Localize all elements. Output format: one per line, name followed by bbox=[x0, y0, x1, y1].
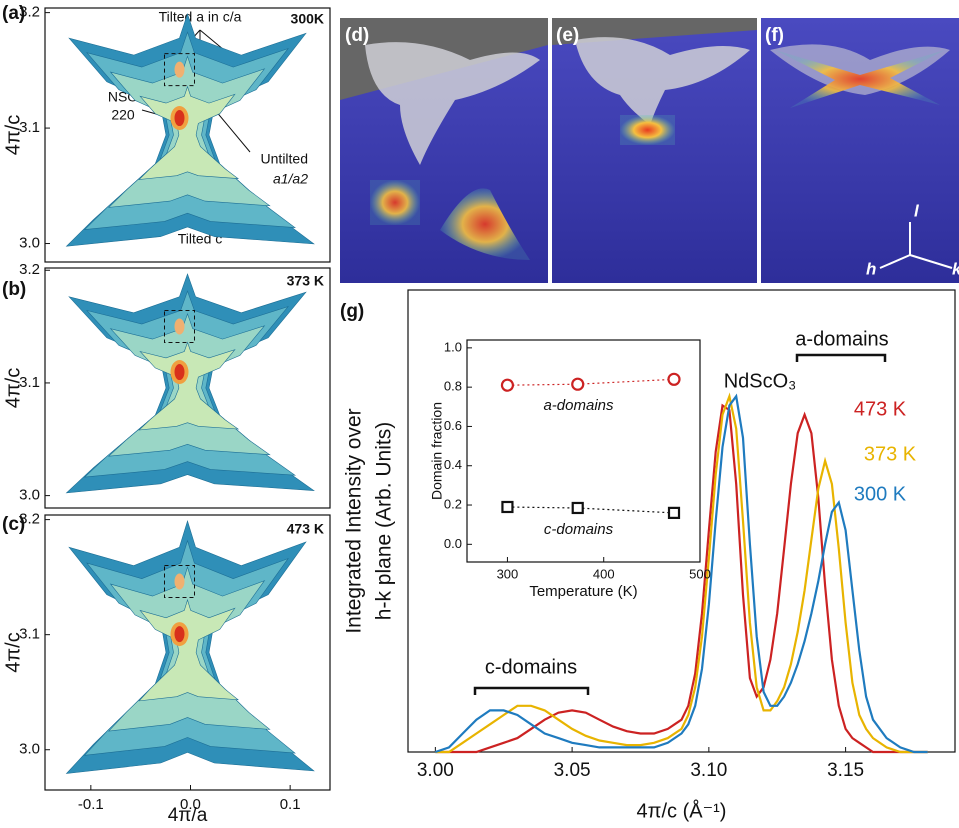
annotation: 473 K bbox=[287, 521, 324, 537]
x-tick-label: 3.10 bbox=[690, 760, 727, 781]
y-axis-label: Domain fraction bbox=[429, 402, 445, 500]
figure: (d) (e) (f) l h k Tilted a in c/a 300K N… bbox=[0, 0, 959, 828]
x-axis-label: 4π/a bbox=[168, 805, 208, 826]
y-tick-label: 3.2 bbox=[19, 511, 40, 528]
y-axis-label: h-k plane (Arb. Units) bbox=[373, 422, 396, 620]
x-tick-label: 400 bbox=[593, 566, 615, 581]
x-tick-label: 3.05 bbox=[554, 760, 591, 781]
axis-label: h bbox=[866, 259, 876, 278]
y-tick-label: 3.0 bbox=[19, 234, 40, 251]
x-tick-label: 3.15 bbox=[827, 760, 864, 781]
y-axis-label: 4π/c bbox=[2, 368, 24, 408]
y-tick-label: 3.0 bbox=[19, 487, 40, 504]
map-peak bbox=[175, 626, 185, 642]
series-label: 473 K bbox=[854, 398, 907, 420]
y-tick-label: 0.6 bbox=[444, 418, 462, 433]
marker bbox=[669, 374, 680, 385]
panel-3d bbox=[340, 18, 959, 283]
annotation: 300K bbox=[291, 11, 324, 27]
map-contour bbox=[139, 600, 238, 701]
panel-label: (b) bbox=[2, 279, 26, 300]
y-tick-label: 0.4 bbox=[444, 457, 462, 472]
y-tick-label: 0.8 bbox=[444, 379, 462, 394]
y-tick-label: 3.2 bbox=[19, 261, 40, 278]
series-label: 300 K bbox=[854, 483, 907, 505]
annotation: a1/a2 bbox=[273, 171, 308, 187]
x-axis-label: 4π/c (Å⁻¹) bbox=[637, 799, 727, 822]
map-contour bbox=[139, 87, 238, 180]
marker bbox=[502, 380, 513, 391]
annotation: 373 K bbox=[287, 273, 324, 289]
panel-label: (g) bbox=[340, 301, 364, 322]
annotation: a-domains bbox=[795, 328, 888, 350]
marker bbox=[573, 503, 583, 513]
y-tick-label: 1.0 bbox=[444, 339, 462, 354]
map-contour bbox=[139, 342, 238, 430]
x-tick-label: 0.1 bbox=[280, 796, 301, 813]
y-tick-label: 0.2 bbox=[444, 496, 462, 511]
marker bbox=[669, 508, 679, 518]
x-tick-label: 300 bbox=[497, 566, 519, 581]
y-tick-label: 3.2 bbox=[19, 4, 40, 21]
y-axis-label: 4π/c bbox=[2, 115, 24, 155]
map-peak bbox=[175, 110, 185, 126]
y-axis-label: 4π/c bbox=[2, 632, 24, 672]
series-label: 373 K bbox=[864, 443, 917, 465]
annotation: Untilted bbox=[261, 151, 308, 167]
annotation: Tilted a in c/a bbox=[159, 9, 242, 25]
annotation: 220 bbox=[111, 107, 135, 123]
annotation: c-domains bbox=[485, 656, 577, 678]
map-peak bbox=[175, 573, 185, 589]
marker bbox=[502, 502, 512, 512]
marker bbox=[572, 379, 583, 390]
x-tick-label: 500 bbox=[689, 566, 711, 581]
series-label: c-domains bbox=[544, 521, 614, 538]
panel-label: (f) bbox=[765, 25, 784, 46]
series-label: a-domains bbox=[543, 397, 614, 414]
map-peak bbox=[175, 364, 185, 380]
x-tick-label: 3.00 bbox=[417, 760, 454, 781]
y-axis-label: Integrated Intensity over bbox=[343, 408, 366, 633]
map-peak bbox=[175, 318, 185, 334]
x-axis-label: Temperature (K) bbox=[529, 583, 637, 600]
axis-label: k bbox=[952, 259, 959, 278]
y-tick-label: 0.0 bbox=[444, 536, 462, 551]
annotation: NdScO₃ bbox=[724, 370, 797, 392]
panel-label: (e) bbox=[556, 25, 579, 46]
x-tick-label: -0.1 bbox=[78, 796, 104, 813]
panel-label: (d) bbox=[345, 25, 369, 46]
y-tick-label: 3.0 bbox=[19, 741, 40, 758]
map-peak bbox=[175, 62, 185, 78]
